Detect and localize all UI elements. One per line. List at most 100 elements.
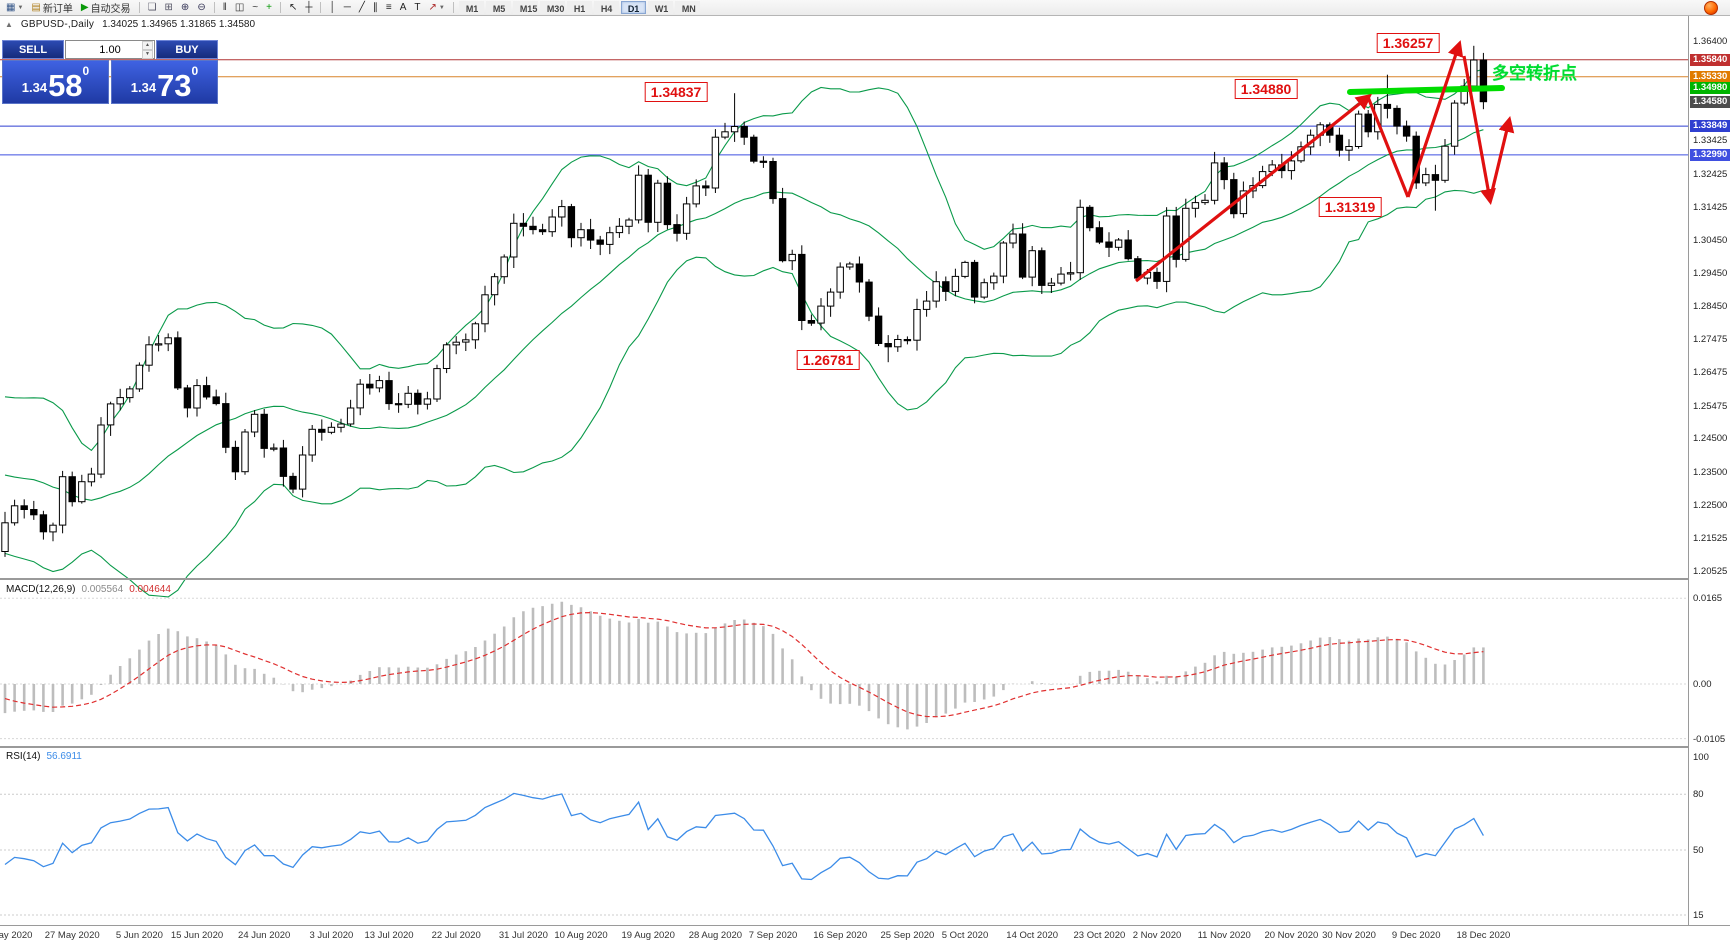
- drawn-objects[interactable]: [1135, 40, 1515, 283]
- volume-up-icon[interactable]: ▲: [142, 40, 153, 50]
- notification-icon[interactable]: [1704, 0, 1718, 15]
- line-chart-mode-button[interactable]: ~: [248, 1, 262, 15]
- date-tick: 24 Jun 2020: [238, 930, 291, 941]
- candlestick-mode-button[interactable]: ◫: [231, 1, 248, 15]
- candle-bear: [1124, 239, 1132, 260]
- horizontal-line-objects[interactable]: [0, 59, 1688, 156]
- trade-panel-prices: 1.34 58 0 1.34 73 0: [2, 60, 218, 104]
- timeframe-w1-button[interactable]: W1: [647, 1, 673, 14]
- candle-bear: [759, 160, 768, 163]
- buy-button[interactable]: BUY: [156, 40, 218, 59]
- candle-bear: [1335, 134, 1344, 151]
- candle-bear: [1431, 174, 1440, 181]
- text-tool-button[interactable]: A: [396, 1, 411, 15]
- new-order-icon: ▤: [31, 1, 41, 13]
- candle-bear: [663, 182, 672, 226]
- timeframe-mn-button[interactable]: MN: [674, 1, 700, 14]
- cascade-windows-button[interactable]: ❏: [144, 1, 161, 15]
- main-macd-separator[interactable]: [0, 578, 1730, 580]
- trendline-tool-button[interactable]: ╱: [355, 1, 369, 15]
- bar-chart-mode-icon: ‖: [222, 1, 227, 13]
- turning-point-line[interactable]: [1347, 85, 1505, 95]
- sell-price[interactable]: 1.34 58 0: [2, 60, 109, 104]
- candle-bear: [798, 253, 806, 321]
- candle-bear: [903, 339, 912, 342]
- price-annotation-1.31319[interactable]: 1.31319: [1318, 197, 1382, 217]
- date-tick: 27 May 2020: [44, 930, 100, 941]
- candle-bear: [183, 387, 192, 409]
- trend-arrow-2[interactable]: [1366, 96, 1410, 198]
- rsi-tick-50: 50: [1693, 844, 1704, 856]
- date-tick: 3 Jul 2020: [309, 930, 354, 941]
- vertical-line-tool-button[interactable]: │: [325, 1, 339, 15]
- price-tick-1.22500: 1.22500: [1693, 500, 1728, 512]
- toolbar-separator: [138, 2, 140, 13]
- price-annotation-1.34880[interactable]: 1.34880: [1234, 79, 1298, 99]
- candle-bull: [721, 131, 729, 138]
- trend-arrow-4[interactable]: [1462, 55, 1496, 206]
- arrows-tool-button[interactable]: ↗ ▼: [424, 1, 448, 15]
- candle-bear: [529, 225, 537, 231]
- price-tag-1.35330: 1.35330: [1690, 70, 1730, 83]
- timeframe-h1-button[interactable]: H1: [566, 1, 592, 14]
- macd-panel: [0, 597, 1688, 740]
- fibonacci-tool-button[interactable]: ≡: [382, 1, 396, 15]
- bar-chart-mode-button[interactable]: ‖: [219, 1, 231, 15]
- crosshair-tool-button[interactable]: ┼: [301, 1, 316, 15]
- candle-bear: [807, 320, 816, 324]
- one-click-toggle-icon[interactable]: ▲: [5, 20, 13, 29]
- price-scale[interactable]: 1.36400 1.33425 1.32425 1.31425 1.30450 1.294…: [1689, 16, 1730, 925]
- date-tick: 5 Oct 2020: [941, 930, 989, 941]
- timeframe-m30-button[interactable]: M30: [539, 1, 565, 14]
- trend-arrow-1[interactable]: [1135, 93, 1373, 283]
- candle-bull: [375, 380, 384, 389]
- candle-bull: [817, 305, 825, 324]
- cursor-tool-button[interactable]: ↖: [285, 1, 301, 15]
- indicators-button[interactable]: +: [262, 1, 276, 15]
- text-label-tool-button[interactable]: T: [410, 1, 424, 15]
- candle-bull: [193, 385, 201, 409]
- date-tick: 9 Dec 2020: [1391, 930, 1441, 941]
- auto-trading-button[interactable]: ▶ 自动交易: [77, 1, 135, 16]
- candle-bull: [1182, 207, 1190, 260]
- candle-bull: [692, 185, 700, 205]
- trend-arrow-5[interactable]: [1488, 116, 1515, 201]
- channel-tool-button[interactable]: ∥: [369, 1, 382, 15]
- candle-bull: [730, 126, 739, 133]
- candle-bull: [980, 282, 988, 298]
- timeframe-m15-button[interactable]: M15: [512, 1, 538, 14]
- buy-price[interactable]: 1.34 73 0: [111, 60, 218, 104]
- cursor-tool-icon: ↖: [288, 1, 298, 13]
- timeframe-h4-button[interactable]: H4: [593, 1, 619, 14]
- sell-price-main: 1.34: [21, 80, 48, 95]
- sell-button[interactable]: SELL: [2, 40, 64, 59]
- zoom-out-button[interactable]: ⊖: [193, 1, 209, 15]
- zoom-in-button[interactable]: ⊕: [177, 1, 193, 15]
- text-label-tool-icon: T: [414, 1, 421, 13]
- price-annotation-1.36257[interactable]: 1.36257: [1376, 33, 1440, 53]
- new-order-button[interactable]: ▤ 新订单: [27, 1, 76, 16]
- candle-bear: [970, 261, 979, 298]
- trend-arrow-3[interactable]: [1406, 40, 1464, 198]
- candle-bull: [1028, 250, 1036, 278]
- buy-price-pips: 73: [157, 68, 192, 103]
- volume-field[interactable]: 1.00 ▲ ▼: [65, 40, 155, 59]
- volume-down-icon[interactable]: ▼: [142, 49, 153, 59]
- candle-bull: [1354, 113, 1363, 147]
- timeframe-m5-button[interactable]: M5: [485, 1, 511, 14]
- date-scale[interactable]: 18 May 2020 27 May 2020 5 Jun 2020 15 Jun 2…: [0, 927, 1730, 943]
- turning-point-note[interactable]: 多空转折点: [1492, 64, 1577, 83]
- volume-steppers[interactable]: ▲ ▼: [142, 40, 153, 59]
- tile-windows-button[interactable]: ⊞: [161, 1, 177, 15]
- new-chart-button[interactable]: ▦ ▼: [2, 1, 27, 15]
- price-tick-1.32425: 1.32425: [1693, 168, 1728, 180]
- price-annotation-1.34837[interactable]: 1.34837: [644, 82, 708, 102]
- macd-rsi-separator[interactable]: [0, 746, 1730, 748]
- candle-bear: [231, 446, 240, 473]
- horizontal-line-tool-button[interactable]: ─: [340, 1, 355, 15]
- timeframe-m1-button[interactable]: M1: [458, 1, 484, 14]
- price-annotation-1.26781[interactable]: 1.26781: [796, 350, 860, 370]
- timeframe-d1-button[interactable]: D1: [620, 1, 646, 14]
- rsi-tick-15: 15: [1693, 910, 1704, 921]
